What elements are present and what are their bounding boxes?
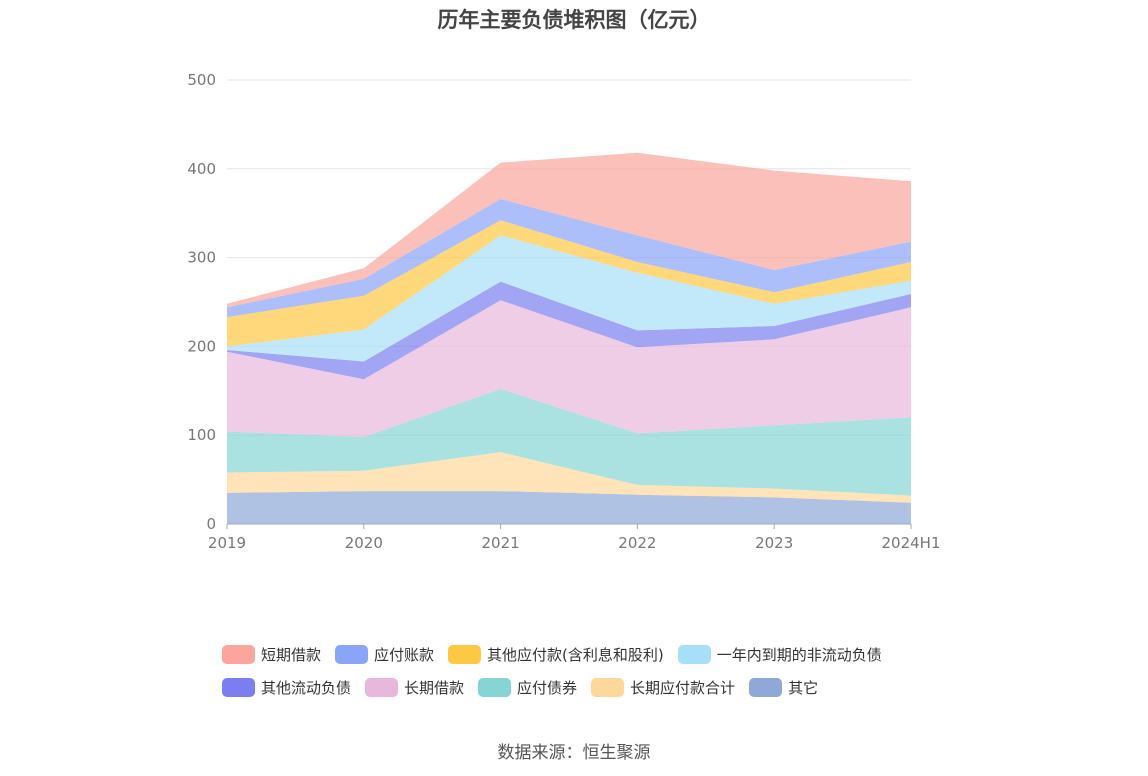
legend-item[interactable]: 其他流动负债 (222, 677, 351, 698)
legend-item[interactable]: 其他应付款(含利息和股利) (448, 644, 664, 665)
y-tick-label: 300 (187, 249, 216, 267)
legend-row: 其他流动负债 长期借款 应付债券 长期应付款合计 其它 (222, 671, 982, 704)
legend-swatch (222, 678, 255, 697)
y-tick-label: 200 (187, 337, 216, 355)
legend-item[interactable]: 应付账款 (335, 644, 434, 665)
legend-item[interactable]: 一年内到期的非流动负债 (677, 644, 882, 665)
legend-item[interactable]: 应付债券 (478, 677, 577, 698)
area-series (227, 491, 911, 524)
legend-label: 应付账款 (374, 646, 435, 664)
area-series (227, 281, 911, 380)
stacked-area-chart: 0 100 200 300 400 500 2019 2020 2021 2022 2023 2024… (187, 71, 941, 552)
legend-label: 应付债券 (517, 679, 578, 697)
legend-label: 其他应付款(含利息和股利) (487, 646, 664, 664)
legend-swatch (222, 645, 255, 664)
data-source: 数据来源：恒生聚源 (497, 743, 651, 763)
legend-item[interactable]: 短期借款 (222, 644, 321, 665)
x-tick-label: 2019 (208, 534, 246, 552)
legend-label: 一年内到期的非流动负债 (716, 646, 882, 664)
x-tick-label: 2020 (345, 534, 383, 552)
legend-item[interactable]: 长期借款 (365, 677, 464, 698)
legend-label: 其它 (788, 679, 819, 697)
y-tick-label: 0 (206, 515, 216, 533)
legend-swatch (365, 678, 399, 697)
area-series (227, 220, 911, 347)
legend-label: 其他流动负债 (261, 679, 352, 697)
y-tick-label: 500 (187, 71, 216, 89)
legend-swatch (677, 645, 711, 664)
x-tick-label: 2024H1 (882, 534, 941, 552)
legend-swatch (448, 645, 482, 664)
legend-swatch (335, 645, 369, 664)
legend-swatch (749, 678, 783, 697)
area-series (227, 152, 911, 308)
y-tick-label: 100 (187, 426, 216, 444)
chart-title: 历年主要负债堆积图（亿元） (437, 8, 711, 32)
legend-swatch (591, 678, 625, 697)
legend-label: 短期借款 (261, 646, 322, 664)
area-series (227, 235, 911, 362)
legend-item[interactable]: 长期应付款合计 (591, 677, 735, 698)
legend-swatch (478, 678, 512, 697)
area-series (227, 389, 911, 496)
area-series (227, 300, 911, 437)
legend-label: 长期应付款合计 (630, 679, 736, 697)
legend-row: 短期借款 应付账款 其他应付款(含利息和股利) 一年内到期的非流动负债 (222, 638, 982, 671)
x-tick-label: 2023 (755, 534, 793, 552)
area-series (227, 199, 911, 318)
x-tick-label: 2022 (618, 534, 656, 552)
area-series (227, 452, 911, 503)
legend-label: 长期借款 (404, 679, 465, 697)
y-tick-label: 400 (187, 160, 216, 178)
legend: 短期借款 应付账款 其他应付款(含利息和股利) 一年内到期的非流动负债 其他流动负债 长… (222, 638, 982, 704)
legend-item[interactable]: 其它 (749, 677, 818, 698)
x-tick-label: 2021 (482, 534, 520, 552)
